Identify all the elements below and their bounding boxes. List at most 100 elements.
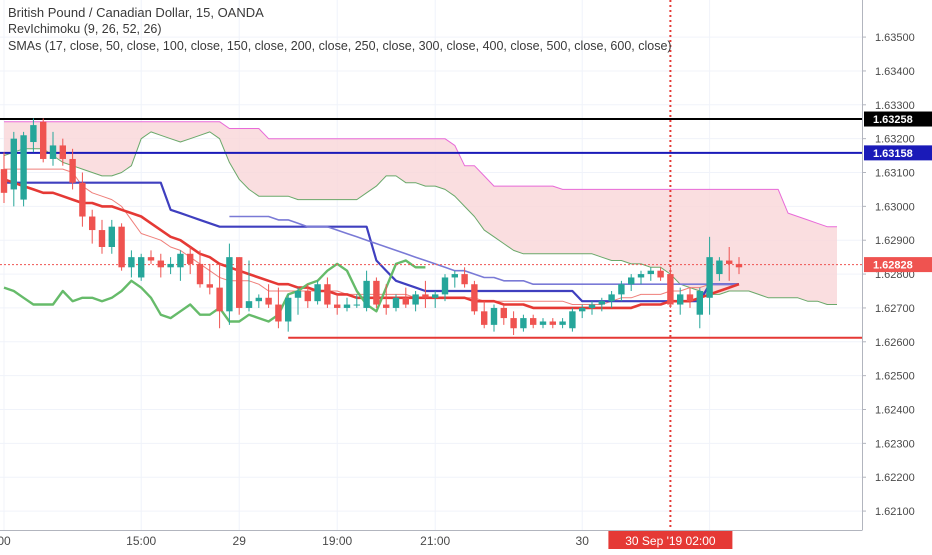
- ichimoku-legend[interactable]: RevIchimoku (9, 26, 52, 26): [8, 22, 162, 36]
- candle-body-29: [285, 297, 292, 322]
- candle-5: [49, 131, 57, 166]
- time-tick-label-1: 15:00: [126, 534, 156, 548]
- candle-body-27: [265, 297, 272, 305]
- candle-45: [441, 274, 449, 302]
- candle-27: [265, 284, 272, 308]
- candle-35: [343, 297, 351, 312]
- candle-body-53: [520, 318, 527, 329]
- candle-body-0: [0, 169, 8, 193]
- candle-body-56: [549, 321, 556, 325]
- candle-22: [216, 263, 223, 329]
- candle-55: [539, 318, 547, 329]
- candle-47: [461, 267, 468, 288]
- candle-51: [500, 304, 507, 325]
- candle-19: [187, 246, 194, 275]
- candle-body-64: [628, 277, 635, 285]
- candle-1: [10, 131, 17, 207]
- price-tick-label-1: 1.63400: [875, 66, 915, 78]
- cloud-fill: [4, 121, 837, 305]
- sma-red-line: [3, 178, 740, 310]
- candle-38: [373, 277, 380, 308]
- crosshair-time-label: 30 Sep '19 02:00: [625, 534, 716, 548]
- candle-body-1: [10, 138, 17, 190]
- candle-body-13: [128, 257, 135, 268]
- candle-68: [667, 267, 674, 308]
- price-tick-label-12: 1.62300: [875, 438, 915, 450]
- price-label-bg-2: [864, 257, 932, 273]
- price-tick-label-5: 1.63000: [875, 201, 915, 213]
- candle-body-18: [177, 253, 184, 268]
- candle-9: [89, 209, 96, 244]
- candle-body-73: [716, 260, 723, 275]
- sma-blue-line: [229, 215, 739, 285]
- candle-56: [549, 318, 556, 329]
- price-tick-label-0: 1.63500: [875, 32, 915, 44]
- candle-body-30: [294, 291, 302, 298]
- candle-26: [255, 294, 262, 308]
- candle-20: [196, 250, 204, 288]
- candle-body-32: [314, 284, 321, 302]
- candle-body-43: [422, 294, 429, 298]
- candle-46: [451, 270, 458, 288]
- candle-14: [138, 253, 145, 281]
- price-tick-label-11: 1.62400: [875, 405, 915, 417]
- candle-6: [59, 138, 66, 166]
- cloud-span-b: [3, 131, 837, 305]
- candle-50: [490, 304, 498, 332]
- price-tick-label-10: 1.62500: [875, 371, 915, 383]
- cloud-span-a: [4, 121, 837, 228]
- candle-43: [422, 280, 429, 308]
- candle-40: [392, 294, 400, 312]
- candle-7: [69, 148, 76, 190]
- candle-31: [304, 284, 311, 308]
- candle-34: [334, 294, 341, 315]
- candle-body-62: [608, 294, 615, 302]
- candle-body-58: [569, 311, 576, 329]
- candle-42: [412, 291, 419, 312]
- candle-11: [108, 219, 115, 254]
- price-axis[interactable]: 1.63500 1.63400 1.63300 1.63200 1.63100 1.630…: [862, 0, 932, 550]
- candle-36: [353, 294, 360, 308]
- candle-body-70: [686, 294, 694, 302]
- candle-32: [314, 280, 321, 305]
- sma-legend[interactable]: SMAs (17, close, 50, close, 100, close, …: [8, 39, 672, 53]
- candle-body-15: [147, 257, 155, 261]
- candle-body-37: [363, 280, 370, 308]
- chart-legend: British Pound / Canadian Dollar, 15, OAN…: [8, 4, 672, 55]
- price-label-bg-0: [864, 111, 932, 127]
- candle-body-21: [206, 284, 213, 288]
- candle-41: [402, 287, 409, 308]
- candle-body-39: [383, 304, 390, 308]
- tenkan-line: [4, 168, 739, 305]
- candle-13: [128, 250, 135, 278]
- crosshair-time-bg: [608, 531, 733, 549]
- candle-body-17: [167, 263, 174, 268]
- candle-28: [275, 287, 282, 329]
- candle-body-50: [490, 307, 498, 325]
- candle-body-49: [481, 311, 488, 325]
- candle-53: [520, 314, 527, 332]
- candle-body-54: [530, 318, 537, 325]
- candle-body-72: [706, 257, 713, 298]
- price-label-bg-1: [864, 145, 932, 161]
- price-tick-label-2: 1.63300: [875, 100, 915, 112]
- candle-48: [471, 280, 478, 315]
- candle-body-71: [696, 291, 703, 315]
- price-tick-label-6: 1.62900: [875, 235, 915, 247]
- candles: [0, 118, 743, 336]
- candle-23: [226, 243, 233, 325]
- candle-3: [30, 118, 37, 153]
- candle-body-45: [441, 277, 449, 295]
- candle-body-60: [588, 304, 596, 308]
- candle-74: [726, 246, 733, 281]
- candle-body-3: [30, 125, 37, 143]
- candle-52: [510, 311, 517, 336]
- candle-body-47: [461, 274, 468, 285]
- candle-69: [677, 287, 684, 315]
- candle-73: [716, 257, 723, 281]
- symbol-title[interactable]: British Pound / Canadian Dollar, 15, OAN…: [8, 5, 264, 20]
- candle-49: [481, 301, 488, 329]
